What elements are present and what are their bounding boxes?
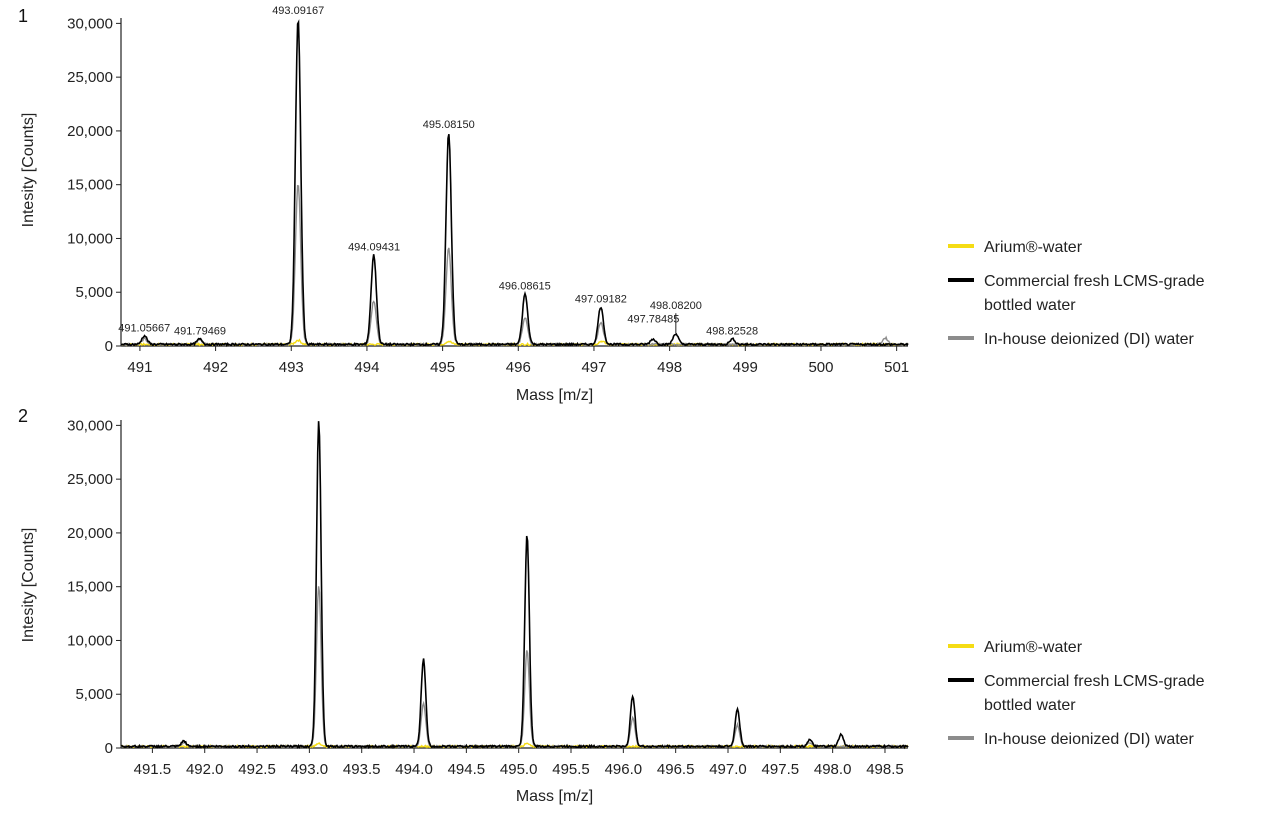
x-tick-label: 495.5 <box>552 761 590 778</box>
x-tick-label: 494.0 <box>395 761 433 778</box>
legend-label-commercial: Commercial fresh LCMS-grade bottled wate… <box>984 673 1205 714</box>
x-tick-label: 492.5 <box>238 761 276 778</box>
legend-label-commercial: Commercial fresh LCMS-grade bottled wate… <box>984 273 1205 314</box>
x-tick-label: 494 <box>354 359 379 376</box>
y-tick-label: 5,000 <box>75 686 113 703</box>
legend-swatch-arium <box>948 244 974 248</box>
legend-label-di: In-house deionized (DI) water <box>984 331 1194 348</box>
legend-swatch-di <box>948 336 974 340</box>
y-tick-label: 15,000 <box>67 177 113 194</box>
y-tick-label: 25,000 <box>67 69 113 86</box>
y-tick-label: 5,000 <box>75 284 113 301</box>
x-tick-label: 496.0 <box>605 761 643 778</box>
x-tick-label: 494.5 <box>448 761 486 778</box>
peak-label: 498.82528 <box>706 326 758 338</box>
y-tick-label: 25,000 <box>67 471 113 488</box>
legend-item-commercial: Commercial fresh LCMS-grade bottled wate… <box>948 670 1254 718</box>
panel-2-label: 2 <box>18 406 29 426</box>
chart-panel-2: 0 5,000 10,000 15,000 20,000 25,000 30,000 491.… <box>20 417 909 805</box>
x-tick-label: 498 <box>657 359 682 376</box>
x-tick-label: 496 <box>506 359 531 376</box>
legend-swatch-commercial <box>948 678 974 682</box>
legend-item-arium: Arium®-water <box>948 636 1254 660</box>
y-tick-label: 30,000 <box>67 417 113 434</box>
peak-label: 491.79469 <box>174 326 226 338</box>
y-tick-label: 10,000 <box>67 632 113 649</box>
x-tick-label: 491.5 <box>134 761 172 778</box>
x-tick-label: 495 <box>430 359 455 376</box>
legend-panel-2: Arium®-water Commercial fresh LCMS-grade… <box>948 636 1254 762</box>
peak-label: 498.08200 <box>650 300 702 312</box>
x-tick-label: 492 <box>203 359 228 376</box>
x-tick-label: 495.0 <box>500 761 538 778</box>
x-tick-label: 493.0 <box>291 761 329 778</box>
series-line-commercial <box>120 421 909 750</box>
chart-panel-1: 0 5,000 10,000 15,000 20,000 25,000 30,000 491 4… <box>20 5 909 404</box>
y-tick-label: 0 <box>105 338 113 355</box>
x-tick-label: 497 <box>581 359 606 376</box>
x-tick-label: 496.5 <box>657 761 695 778</box>
x-tick-label: 500 <box>808 359 833 376</box>
legend-panel-1: Arium®-water Commercial fresh LCMS-grade… <box>948 236 1254 362</box>
peak-label: 494.09431 <box>348 242 400 254</box>
legend-label-arium: Arium®-water <box>984 239 1083 256</box>
x-axis-label: Mass [m/z] <box>516 387 593 404</box>
series-line-di <box>120 586 909 749</box>
x-tick-label: 497.5 <box>762 761 800 778</box>
legend-label-di: In-house deionized (DI) water <box>984 731 1194 748</box>
x-tick-label: 493 <box>279 359 304 376</box>
legend-swatch-di <box>948 736 974 740</box>
legend-swatch-arium <box>948 644 974 648</box>
peak-label: 491.05667 <box>118 322 170 334</box>
y-tick-label: 10,000 <box>67 230 113 247</box>
y-axis-label: Intesity [Counts] <box>20 528 37 643</box>
x-tick-label: 499 <box>733 359 758 376</box>
legend-label-arium: Arium®-water <box>984 639 1083 656</box>
series-line-commercial <box>120 19 909 348</box>
x-axis-label: Mass [m/z] <box>516 788 593 805</box>
series-line-di <box>120 184 909 347</box>
x-tick-label: 501 <box>884 359 909 376</box>
peak-label: 497.09182 <box>575 293 627 305</box>
y-tick-label: 0 <box>105 740 113 757</box>
legend-swatch-commercial <box>948 278 974 282</box>
x-tick-label: 493.5 <box>343 761 381 778</box>
peak-label: 497.78485 <box>627 314 679 326</box>
legend-item-di: In-house deionized (DI) water <box>948 728 1254 752</box>
x-tick-label: 498.5 <box>866 761 904 778</box>
peak-label: 496.08615 <box>499 280 551 292</box>
x-tick-label: 498.0 <box>814 761 852 778</box>
y-tick-label: 20,000 <box>67 123 113 140</box>
legend-item-commercial: Commercial fresh LCMS-grade bottled wate… <box>948 270 1254 318</box>
y-axis-label: Intesity [Counts] <box>20 113 37 228</box>
y-tick-label: 15,000 <box>67 579 113 596</box>
y-tick-label: 20,000 <box>67 525 113 542</box>
x-tick-label: 491 <box>127 359 152 376</box>
peak-label: 495.08150 <box>423 119 475 131</box>
legend-item-di: In-house deionized (DI) water <box>948 328 1254 352</box>
legend-item-arium: Arium®-water <box>948 236 1254 260</box>
x-tick-label: 497.0 <box>709 761 747 778</box>
y-tick-label: 30,000 <box>67 15 113 32</box>
peak-label: 493.09167 <box>272 5 324 17</box>
panel-1-label: 1 <box>18 6 29 26</box>
x-tick-label: 492.0 <box>186 761 224 778</box>
